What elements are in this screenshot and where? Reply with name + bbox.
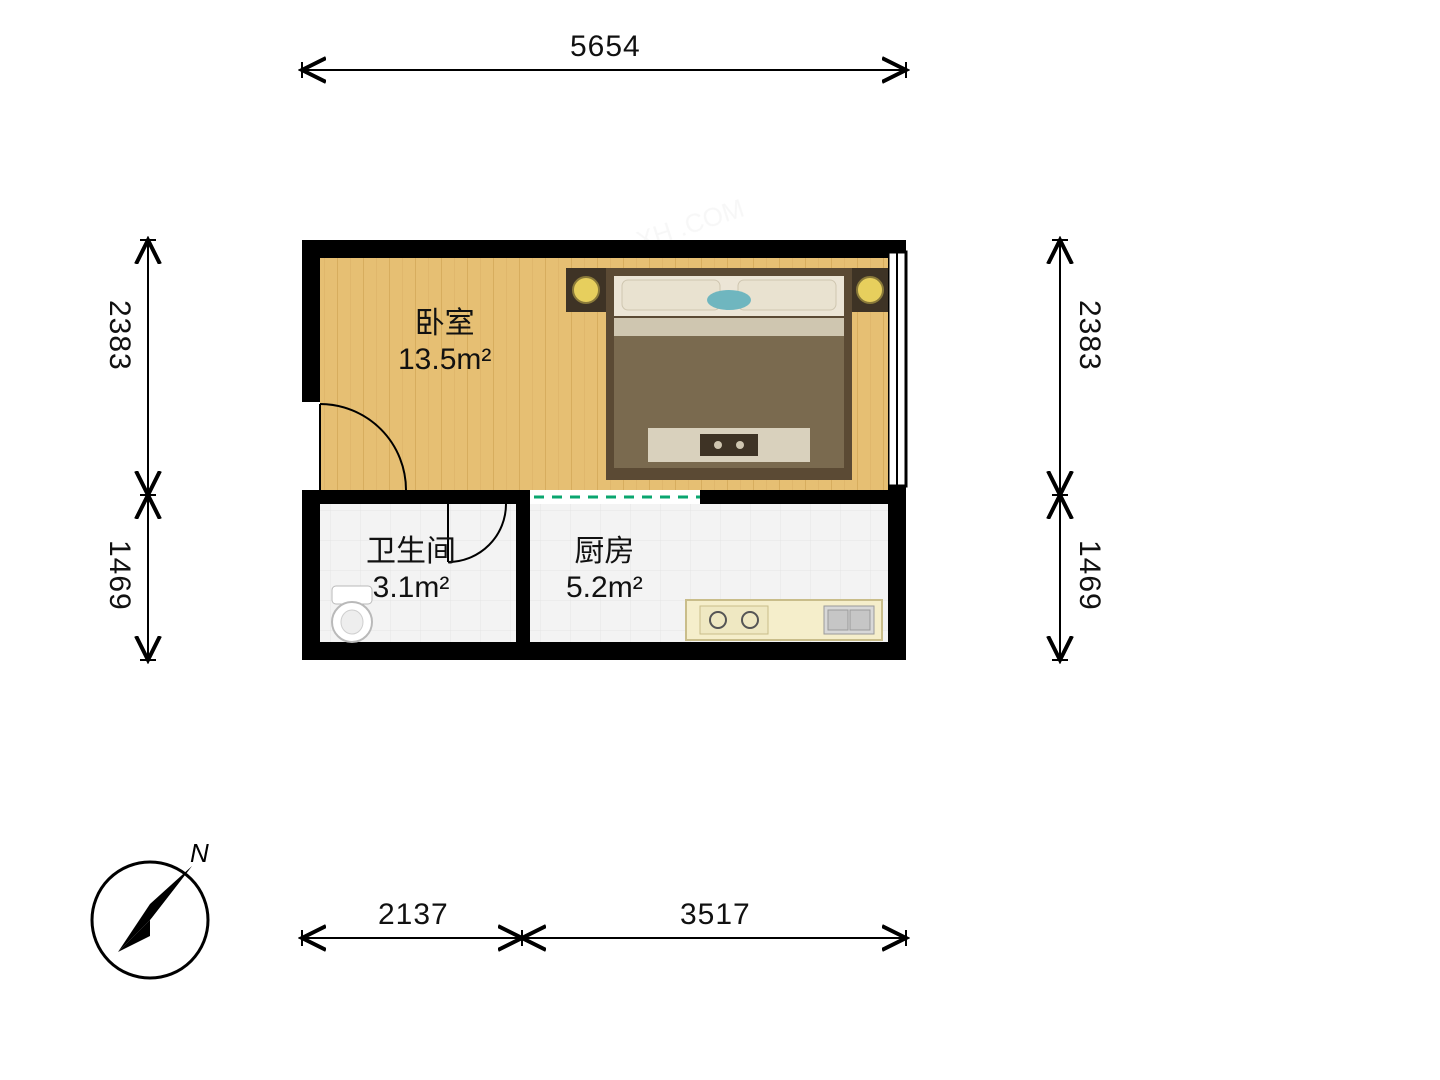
dim-top: 5654 [570,30,641,64]
bathroom-label: 卫生间 3.1m² [366,534,456,606]
sink-icon [824,606,874,634]
compass-n-label: N [190,838,209,869]
kitchen-label: 厨房 5.2m² [566,534,643,606]
dim-bottom-1: 2137 [378,898,449,932]
dim-left-2: 1469 [102,540,136,611]
floorplan-stage: { "type": "floorplan", "canvas": { "widt… [0,0,1440,1080]
dim-left-1: 2383 [102,300,136,371]
dim-right-2: 1469 [1072,540,1106,611]
bed [606,268,852,480]
stove-icon [700,606,768,634]
kitchen-counter [686,600,882,640]
nightstand-right [852,268,888,312]
compass-icon [92,862,208,978]
dim-bottom-2: 3517 [680,898,751,932]
dim-right-1: 2383 [1072,300,1106,371]
bedroom-label: 卧室 13.5m² [398,306,491,378]
nightstand-left [566,268,606,312]
window [888,252,906,486]
